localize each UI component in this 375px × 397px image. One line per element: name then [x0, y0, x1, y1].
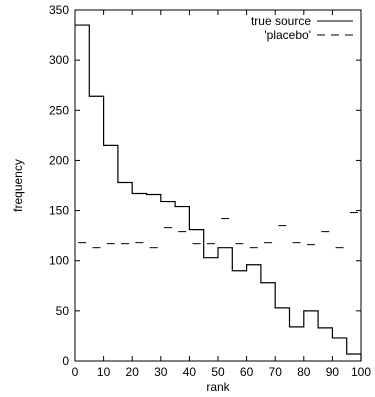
- series-0: [75, 24, 362, 361]
- y-tick-label: 0: [62, 354, 69, 368]
- x-tick-label: 80: [297, 365, 311, 379]
- plot-frame-border: [74, 9, 362, 362]
- y-tick-label: 100: [49, 254, 69, 268]
- x-tick-label: 20: [126, 365, 140, 379]
- x-tick-label: 0: [72, 365, 79, 379]
- x-tick-label: 60: [240, 365, 254, 379]
- x-tick-label: 100: [351, 365, 371, 379]
- legend: true source'placebo': [251, 14, 353, 42]
- y-tick-label: 50: [56, 304, 70, 318]
- y-axis-label: frequency: [11, 159, 25, 212]
- x-tick-label: 90: [326, 365, 340, 379]
- y-tick-label: 200: [49, 153, 69, 167]
- plot-frame: [74, 9, 362, 362]
- x-axis: 0 10 20 30 40 50 60 70 80 90 100: [72, 10, 371, 379]
- x-tick-label: 10: [97, 365, 111, 379]
- legend-label: true source: [251, 14, 311, 28]
- y-tick-label: 300: [49, 53, 69, 67]
- y-tick-label: 350: [49, 3, 69, 17]
- y-tick-label: 150: [49, 204, 69, 218]
- legend-label: 'placebo': [264, 28, 311, 42]
- true-source-line: [75, 24, 362, 361]
- y-tick-label: 250: [49, 103, 69, 117]
- x-tick-label: 30: [154, 365, 168, 379]
- series-1: [78, 212, 358, 249]
- x-tick-label: 50: [211, 365, 225, 379]
- x-axis-label: rank: [206, 380, 230, 394]
- x-tick-label: 70: [269, 365, 283, 379]
- series-lines: [75, 24, 362, 361]
- y-axis: 0 50 100 150 200 250 300 350: [49, 3, 361, 368]
- x-tick-label: 40: [183, 365, 197, 379]
